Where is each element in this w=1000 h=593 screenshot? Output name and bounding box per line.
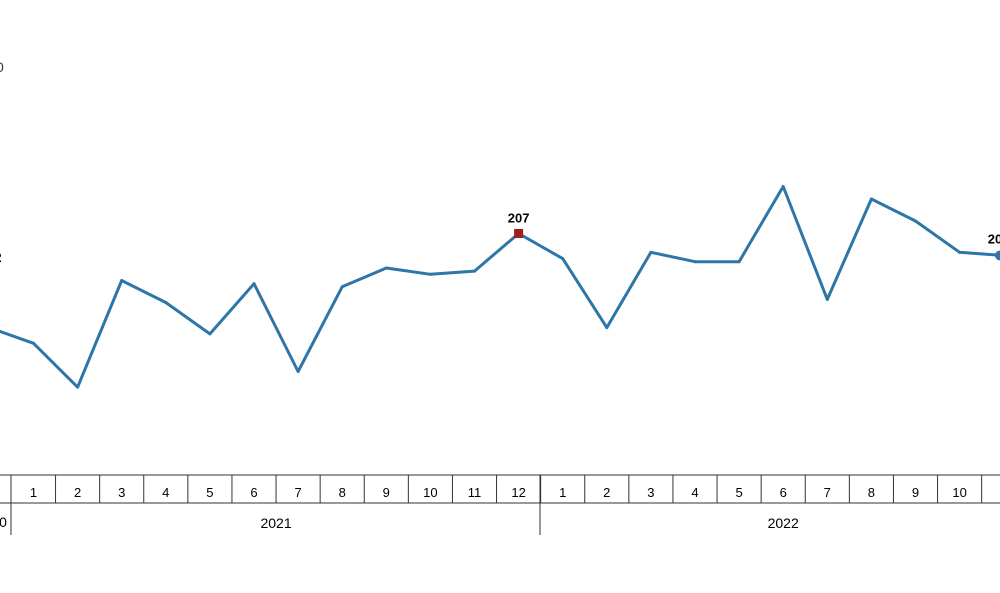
month-tick-label: 3 [647, 485, 654, 500]
peak-value-label: 207 [508, 211, 530, 226]
month-tick-label: 5 [735, 485, 742, 500]
data-point [649, 250, 653, 254]
month-tick-label: 7 [824, 485, 831, 500]
prev-year-fragment: 0 [0, 514, 7, 530]
month-tick-label: 5 [206, 485, 213, 500]
data-point [340, 285, 344, 289]
data-point [252, 282, 256, 286]
month-tick-label: 11 [468, 485, 482, 500]
data-point [693, 260, 697, 264]
end-marker [995, 250, 1000, 261]
corner-glyph: 0 [0, 59, 4, 75]
month-tick-label: 6 [250, 485, 257, 500]
end-value-label: 20 [988, 231, 1000, 246]
month-tick-label: 4 [691, 485, 698, 500]
month-tick-label: 10 [952, 485, 966, 500]
month-tick-label: 2 [603, 485, 610, 500]
month-tick-label: 12 [511, 485, 525, 500]
data-point [32, 341, 35, 345]
start-value-label: 2 [0, 250, 2, 265]
month-labels: 123456789101112123456789101 [30, 485, 967, 500]
year-label: 2021 [260, 515, 291, 531]
data-point [208, 332, 212, 336]
month-tick-label: 1 [559, 485, 566, 500]
month-tick-label: 1 [30, 485, 37, 500]
data-point [76, 385, 80, 389]
data-point [428, 272, 432, 276]
data-point [473, 269, 476, 273]
data-point [869, 197, 873, 201]
year-labels: 2021 2022 [260, 515, 799, 531]
data-point [120, 279, 124, 283]
data-point [164, 301, 168, 304]
month-tick-label: 3 [118, 485, 125, 500]
month-tick-label: 2 [74, 485, 81, 500]
month-ticks [55, 475, 983, 503]
month-tick-label: 8 [868, 485, 875, 500]
data-point [296, 370, 300, 373]
month-tick-label: 7 [294, 485, 301, 500]
data-point [914, 219, 917, 223]
data-point [384, 266, 388, 270]
peak-marker [514, 229, 524, 238]
month-tick-label: 9 [912, 485, 919, 500]
year-label: 2022 [768, 515, 799, 531]
data-point [825, 297, 829, 301]
month-tick-label: 8 [339, 485, 346, 500]
month-tick-label: 4 [162, 485, 169, 500]
data-point [561, 257, 565, 261]
series-line [0, 185, 1000, 389]
month-tick-label: 6 [780, 485, 787, 500]
data-point [958, 250, 962, 254]
data-point [781, 184, 785, 188]
data-point [605, 326, 609, 330]
data-point [737, 260, 741, 264]
month-tick-label: 10 [423, 485, 437, 500]
month-tick-label: 9 [383, 485, 390, 500]
